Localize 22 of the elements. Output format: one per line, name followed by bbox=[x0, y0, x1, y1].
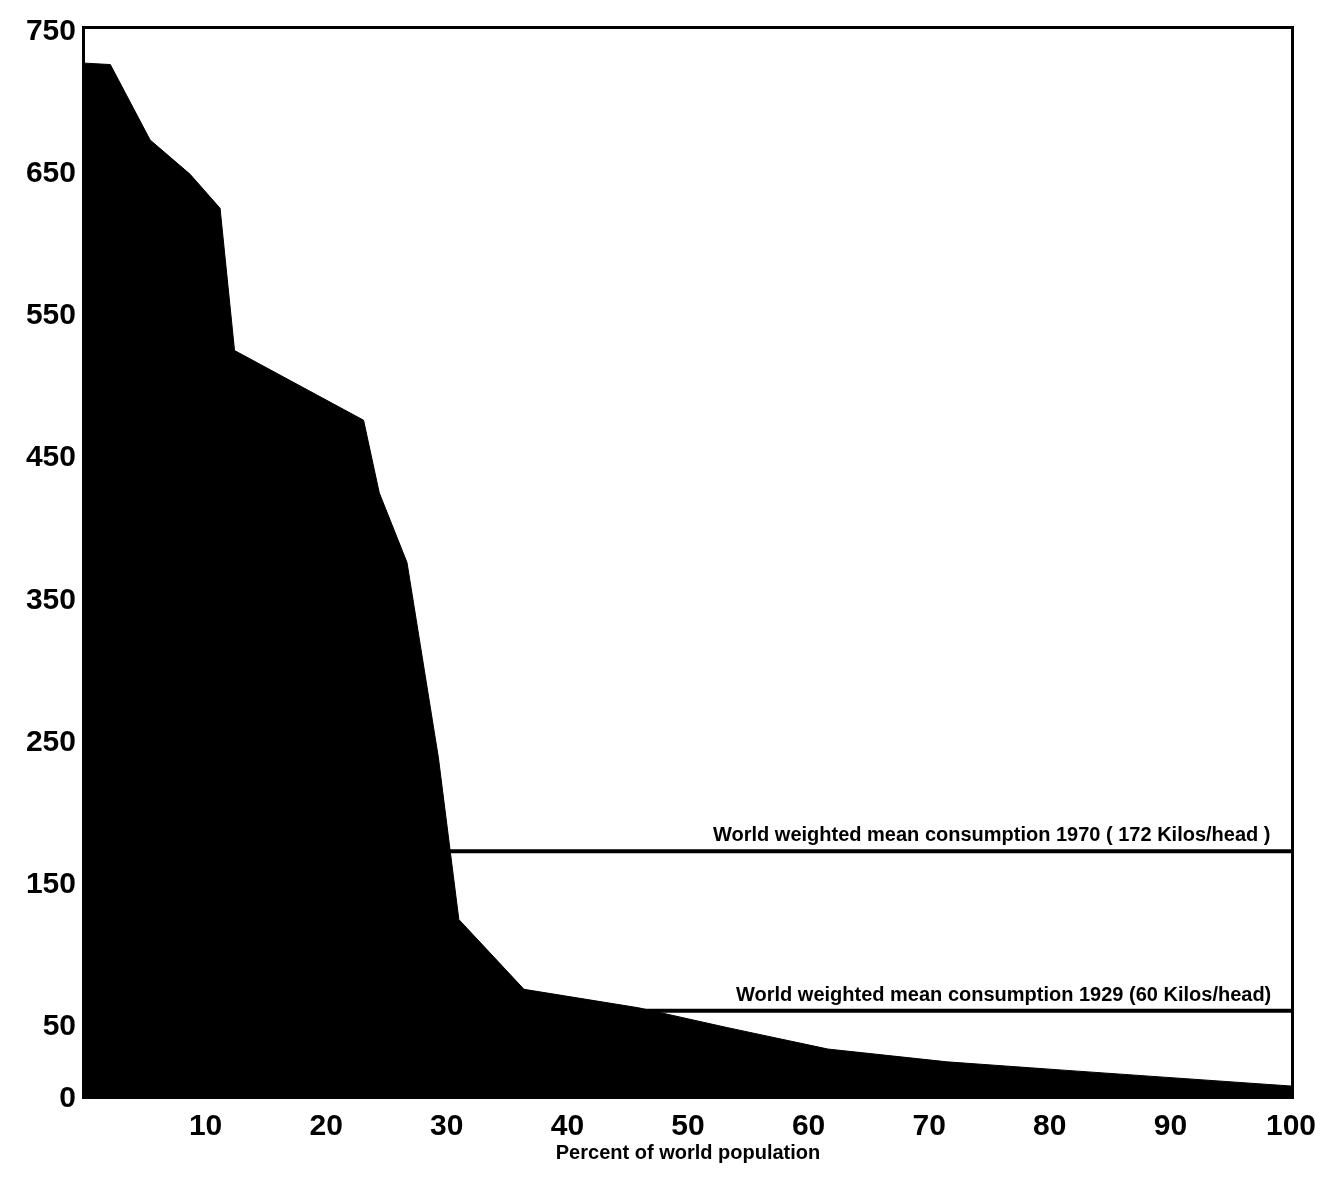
x-axis-title: Percent of world population bbox=[555, 1141, 821, 1163]
ref-line-label: World weighted mean consumption 1970 ( 172 Kilos/head ) bbox=[713, 823, 1271, 845]
x-tick-label: 50 bbox=[671, 1108, 705, 1141]
y-tick-label: 150 bbox=[25, 866, 76, 900]
x-tick-label: 70 bbox=[912, 1108, 946, 1141]
x-tick-label: 20 bbox=[309, 1108, 343, 1141]
x-tick-label: 100 bbox=[1265, 1108, 1317, 1141]
y-tick-label: 650 bbox=[25, 154, 76, 188]
y-tick-label: 550 bbox=[25, 297, 76, 331]
y-tick-label: 250 bbox=[25, 723, 76, 757]
ref-line-label: World weighted mean consumption 1929 (60 Kilos/head) bbox=[736, 983, 1272, 1005]
y-tick-label: 0 bbox=[59, 1079, 76, 1113]
x-tick-label: 30 bbox=[430, 1108, 464, 1141]
x-tick-label: 60 bbox=[791, 1108, 826, 1141]
y-tick-label: 450 bbox=[25, 439, 76, 473]
x-tick-label: 10 bbox=[188, 1108, 223, 1141]
x-tick-label: 90 bbox=[1153, 1108, 1188, 1141]
y-tick-label: 50 bbox=[42, 1008, 76, 1042]
y-tick-label: 350 bbox=[25, 581, 76, 615]
x-tick-label: 80 bbox=[1033, 1108, 1067, 1141]
y-tick-label: 750 bbox=[25, 12, 76, 46]
x-tick-label: 40 bbox=[550, 1108, 585, 1141]
